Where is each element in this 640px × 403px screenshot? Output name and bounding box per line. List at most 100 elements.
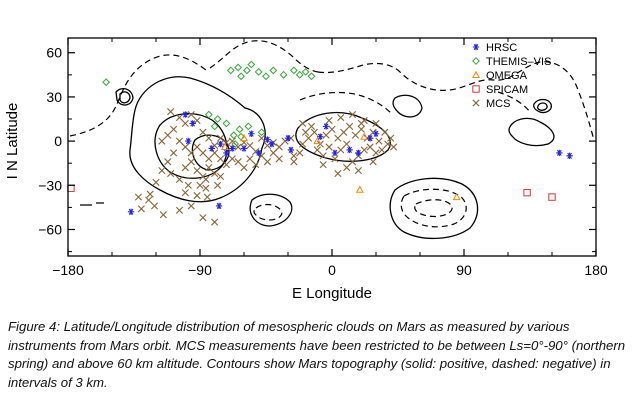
data-point	[205, 155, 213, 163]
data-point	[269, 149, 277, 157]
data-point	[203, 193, 211, 201]
data-point	[296, 149, 304, 157]
data-point	[346, 146, 353, 154]
y-tick-label: −30	[38, 177, 62, 193]
data-point	[181, 143, 189, 151]
data-point	[184, 181, 192, 189]
data-point	[295, 70, 304, 79]
data-point	[317, 133, 324, 140]
data-point	[254, 67, 263, 76]
caption-line: Figure 4: Latitude/Longitude distributio…	[8, 319, 570, 334]
data-point	[319, 161, 327, 169]
y-tick-label: −60	[38, 221, 62, 237]
contour-solid	[115, 87, 134, 106]
data-point	[170, 149, 178, 157]
data-point	[127, 208, 135, 216]
data-point	[354, 166, 362, 175]
data-point	[217, 140, 224, 148]
data-point	[137, 205, 145, 213]
data-point	[322, 131, 330, 139]
data-point	[290, 158, 298, 166]
data-point	[310, 128, 318, 136]
data-point	[229, 131, 238, 140]
x-axis-label: E Longitude	[292, 285, 372, 302]
x-tick-label: 90	[456, 262, 472, 278]
data-point	[223, 149, 230, 157]
data-point	[337, 113, 345, 122]
data-point	[523, 188, 531, 197]
data-point	[275, 143, 283, 151]
data-point	[67, 184, 75, 192]
data-point	[243, 66, 251, 75]
data-point	[150, 202, 159, 210]
data-point	[269, 66, 278, 75]
data-point	[208, 145, 215, 152]
data-point	[263, 158, 272, 166]
data-point	[211, 169, 219, 178]
contour-dashed	[414, 199, 453, 218]
y-tick-label: 60	[46, 45, 62, 61]
data-point	[366, 143, 374, 151]
data-point	[193, 192, 201, 200]
contour-solid	[508, 117, 555, 147]
data-point	[372, 130, 380, 137]
data-point	[313, 136, 322, 145]
data-point	[325, 116, 333, 125]
data-point	[257, 128, 266, 137]
data-point	[216, 155, 225, 163]
data-point	[229, 145, 236, 152]
data-point	[181, 189, 189, 197]
data-point	[202, 175, 210, 183]
data-point	[390, 143, 398, 151]
data-point	[240, 145, 248, 152]
data-point	[196, 181, 204, 189]
data-point	[331, 149, 339, 157]
data-point	[325, 143, 333, 151]
data-point	[357, 125, 365, 133]
data-point	[205, 164, 213, 172]
contour-dashed	[400, 188, 467, 228]
data-point	[175, 175, 184, 183]
contour-solid	[389, 177, 479, 240]
contour-dashed	[69, 40, 319, 137]
data-point	[331, 155, 339, 163]
data-point	[556, 149, 563, 157]
legend-marker	[472, 99, 480, 107]
data-point	[199, 214, 207, 222]
data-point	[355, 185, 364, 193]
data-point	[387, 134, 395, 142]
data-point	[346, 122, 354, 130]
data-point	[216, 172, 225, 181]
data-point	[322, 123, 330, 130]
data-point	[211, 149, 219, 157]
data-point	[263, 141, 272, 150]
data-point	[216, 134, 225, 142]
data-point	[369, 158, 377, 166]
data-point	[337, 146, 345, 154]
legend-label: THEMIS–VIS	[486, 56, 551, 68]
contour-solid	[533, 98, 552, 114]
topography-contours	[69, 40, 595, 240]
data-point	[264, 136, 271, 143]
data-point	[159, 211, 167, 219]
data-point	[167, 108, 175, 116]
data-point	[258, 134, 266, 142]
data-point	[348, 158, 357, 166]
data-point	[301, 67, 310, 76]
data-point	[213, 115, 222, 123]
data-point	[372, 119, 380, 128]
caption-line: intervals of 3 km.	[8, 374, 108, 390]
contour-solid	[129, 76, 266, 203]
data-point	[366, 134, 374, 142]
x-tick-label: 0	[328, 262, 336, 278]
data-point	[299, 140, 307, 148]
data-point	[334, 169, 342, 178]
data-point	[375, 137, 383, 145]
data-point	[134, 193, 142, 201]
data-point	[313, 146, 321, 154]
contour-dashed	[497, 91, 531, 113]
data-point	[175, 113, 184, 122]
data-point	[246, 155, 254, 163]
data-point	[205, 134, 213, 142]
legend-label: OMEGA	[486, 70, 528, 82]
